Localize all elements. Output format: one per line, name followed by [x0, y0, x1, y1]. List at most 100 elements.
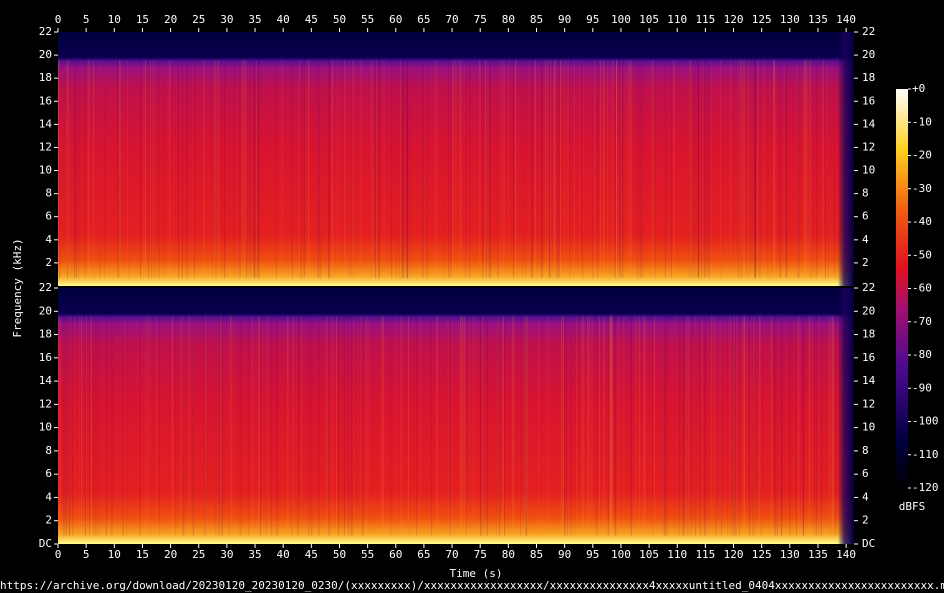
- x-tick-label: 130: [780, 548, 800, 561]
- texture: [817, 316, 819, 537]
- texture: [328, 59, 330, 279]
- texture: [224, 59, 226, 279]
- texture: [331, 59, 333, 279]
- texture: [214, 59, 216, 279]
- texture: [371, 59, 373, 279]
- texture: [228, 316, 229, 537]
- texture: [487, 59, 489, 279]
- texture: [816, 59, 818, 279]
- texture: [526, 316, 528, 537]
- texture: [727, 316, 729, 537]
- colorbar-tick-label: -30: [912, 182, 932, 195]
- texture: [416, 316, 417, 537]
- texture: [218, 316, 220, 537]
- texture: [407, 59, 409, 279]
- texture: [153, 59, 155, 279]
- x-tick-label: 35: [248, 13, 261, 26]
- texture: [583, 59, 585, 279]
- x-tick-label: 140: [836, 548, 856, 561]
- texture: [378, 59, 380, 279]
- texture: [460, 316, 461, 537]
- texture: [678, 316, 680, 537]
- texture: [754, 316, 756, 537]
- texture: [119, 59, 121, 279]
- texture: [78, 59, 80, 279]
- texture: [729, 316, 731, 537]
- x-tick-label: 55: [361, 548, 374, 561]
- texture: [164, 316, 166, 537]
- texture: [154, 59, 156, 279]
- y-tick-label: 22: [39, 25, 52, 38]
- texture: [746, 59, 748, 279]
- texture: [351, 59, 353, 279]
- x-tick-label: 105: [639, 548, 659, 561]
- texture: [607, 316, 609, 537]
- texture: [715, 316, 717, 537]
- texture: [72, 316, 74, 537]
- texture: [144, 59, 146, 279]
- texture: [807, 59, 809, 279]
- texture: [513, 316, 515, 537]
- texture: [219, 316, 221, 537]
- y-tick-label: 8: [862, 187, 869, 200]
- texture: [258, 59, 260, 279]
- texture: [643, 316, 645, 537]
- y-tick-label: 20: [862, 304, 875, 317]
- texture: [265, 316, 267, 537]
- texture: [320, 59, 322, 279]
- y-tick-label: 8: [45, 444, 52, 457]
- texture: [760, 316, 762, 537]
- x-tick-label: 45: [305, 13, 318, 26]
- x-tick-label: 55: [361, 13, 374, 26]
- texture: [465, 316, 467, 537]
- texture: [556, 59, 558, 279]
- texture: [804, 59, 806, 279]
- texture: [789, 316, 791, 537]
- y-tick-label: 22: [39, 281, 52, 294]
- texture: [90, 316, 92, 537]
- texture: [81, 316, 83, 537]
- texture: [332, 59, 334, 279]
- texture: [149, 316, 151, 537]
- y-tick-label: 14: [39, 374, 53, 387]
- texture: [464, 59, 466, 279]
- texture: [68, 316, 70, 537]
- texture: [622, 59, 624, 279]
- texture: [93, 59, 94, 279]
- x-tick-label: 50: [333, 13, 346, 26]
- texture: [136, 316, 138, 537]
- texture: [570, 316, 572, 537]
- texture: [287, 316, 289, 537]
- texture: [689, 59, 691, 279]
- texture: [376, 59, 378, 279]
- texture: [701, 316, 703, 537]
- texture: [240, 316, 242, 537]
- texture: [686, 316, 688, 537]
- texture: [736, 316, 738, 537]
- texture: [192, 59, 194, 279]
- texture: [549, 59, 551, 279]
- texture: [588, 316, 590, 537]
- texture: [830, 316, 832, 537]
- texture: [75, 59, 77, 279]
- texture: [740, 59, 742, 279]
- x-tick-label: 40: [277, 13, 290, 26]
- texture: [779, 59, 781, 279]
- texture: [652, 59, 654, 279]
- y-axis-label: Frequency (kHz): [11, 238, 24, 337]
- y-tick-label: 4: [45, 233, 52, 246]
- texture: [362, 316, 364, 537]
- texture: [308, 59, 310, 279]
- texture: [361, 316, 363, 537]
- texture: [182, 316, 184, 537]
- texture: [740, 59, 742, 279]
- texture: [403, 59, 405, 279]
- texture: [204, 316, 206, 537]
- texture: [221, 59, 223, 279]
- texture: [63, 316, 65, 537]
- y-tick-label: 16: [862, 94, 875, 107]
- texture: [402, 59, 404, 279]
- y-tick-label: 6: [862, 210, 869, 223]
- texture: [562, 59, 564, 279]
- texture: [564, 316, 566, 537]
